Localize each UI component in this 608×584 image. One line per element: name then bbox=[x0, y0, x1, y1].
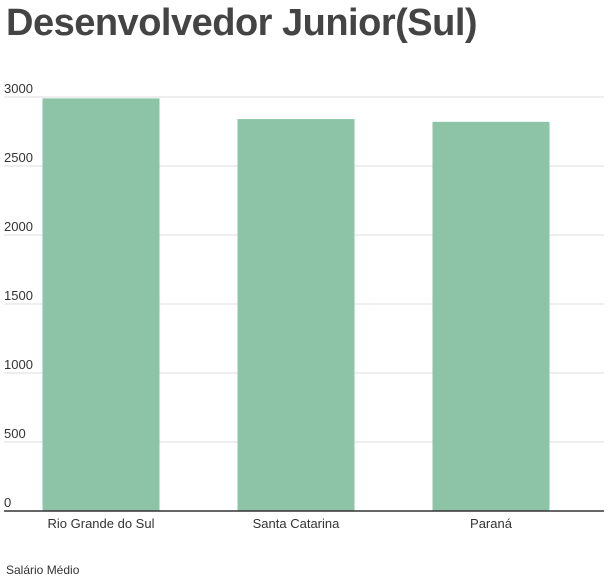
y-tick-label: 3000 bbox=[4, 81, 33, 96]
y-tick-label: 1500 bbox=[4, 288, 33, 303]
bar bbox=[42, 98, 160, 511]
y-tick-label: 2500 bbox=[4, 150, 33, 165]
chart-title: Desenvolvedor Junior(Sul) bbox=[6, 2, 478, 44]
x-tick-label: Rio Grande do Sul bbox=[48, 516, 155, 531]
x-tick-label: Santa Catarina bbox=[253, 516, 340, 531]
bar bbox=[237, 119, 355, 511]
x-tick-label: Paraná bbox=[470, 516, 513, 531]
bar bbox=[432, 121, 550, 511]
legend-series-name: Salário Médio bbox=[6, 563, 80, 577]
y-tick-label: 2000 bbox=[4, 219, 33, 234]
y-tick-label: 0 bbox=[4, 495, 11, 510]
y-tick-label: 1000 bbox=[4, 357, 33, 372]
y-tick-label: 500 bbox=[4, 426, 26, 441]
